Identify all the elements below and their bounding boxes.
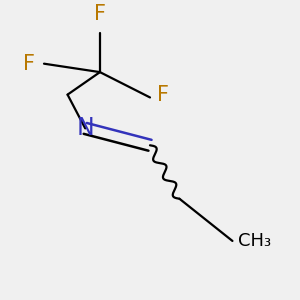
Text: CH₃: CH₃ [238, 232, 272, 250]
Text: F: F [158, 85, 169, 105]
Text: F: F [23, 54, 35, 74]
Text: N: N [76, 116, 94, 140]
Text: F: F [94, 4, 106, 24]
